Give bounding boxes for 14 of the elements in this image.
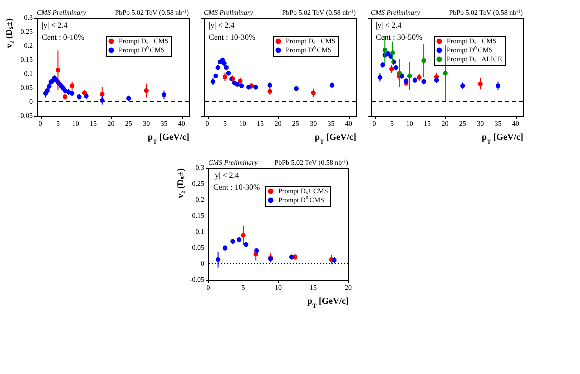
annotation: |y| < 2.4: [214, 171, 240, 180]
annotation: Cent : 10-30%: [209, 33, 256, 42]
x-axis-title: p$_{T}$ [GeV/c]: [315, 132, 356, 146]
annotation: |y| < 2.4: [42, 21, 68, 30]
y-axis-title: v₂ (Dₛ±): [176, 168, 186, 198]
x-axis-title: p$_{T}$ [GeV/c]: [482, 132, 524, 146]
annotation: Cent : 10-30%: [214, 183, 260, 192]
annotation: Cent : 30-50%: [376, 33, 423, 42]
annotation: |y| < 2.4: [209, 21, 235, 30]
x-axis-title: p$_{T}$ [GeV/c]: [148, 132, 190, 146]
y-axis-title: v₂ (Dₛ±): [4, 18, 14, 48]
annotation: Cent : 0-10%: [42, 33, 85, 42]
annotation: |y| < 2.4: [376, 21, 402, 30]
x-axis-title: p$_{T}$ [GeV/c]: [308, 296, 349, 310]
